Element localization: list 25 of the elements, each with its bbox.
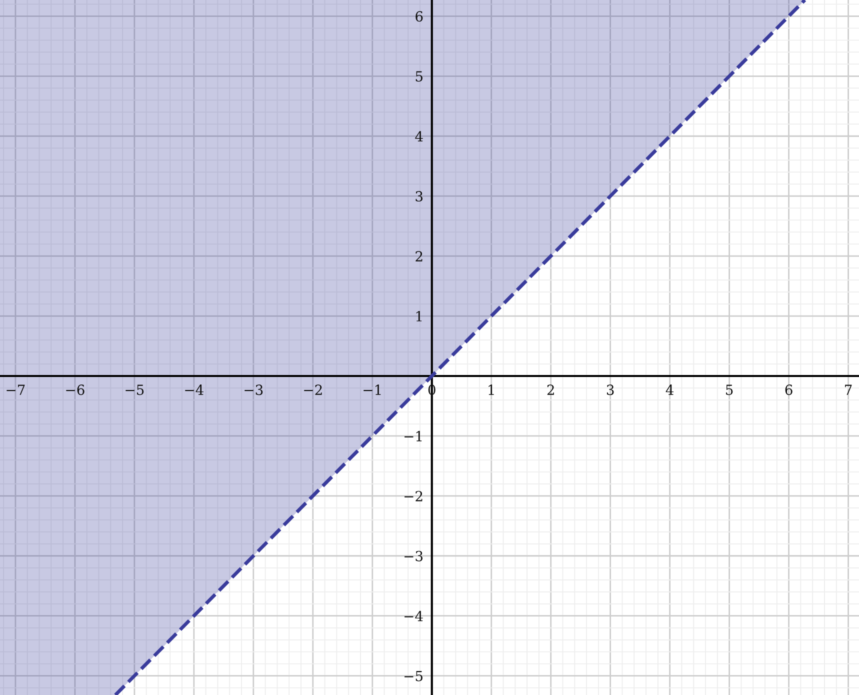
x-tick-label: 6 <box>785 384 792 396</box>
y-tick-label: 2 <box>416 251 422 262</box>
x-tick-label: −3 <box>244 384 263 396</box>
y-tick-label: −1 <box>404 430 422 442</box>
x-tick-label: 2 <box>547 384 554 395</box>
y-tick-label: 5 <box>416 71 422 82</box>
x-tick-label: −6 <box>66 384 84 396</box>
y-tick-label: 6 <box>416 11 423 22</box>
x-tick-label: −5 <box>126 384 144 396</box>
x-tick-label: 5 <box>726 384 733 396</box>
x-tick-label: 4 <box>666 384 674 395</box>
x-tick-label: −4 <box>185 384 204 395</box>
y-tick-label: 1 <box>416 310 422 322</box>
x-tick-label: 7 <box>845 384 852 395</box>
y-tick-label: −3 <box>404 550 423 562</box>
y-tick-label: −5 <box>404 670 422 682</box>
x-tick-label: −2 <box>304 384 322 395</box>
x-tick-label: −7 <box>6 384 25 395</box>
y-tick-label: −2 <box>404 490 422 502</box>
y-tick-label: 3 <box>416 191 423 202</box>
x-tick-label: 3 <box>606 384 614 396</box>
x-tick-label: 1 <box>488 384 494 395</box>
y-tick-label: 4 <box>415 131 423 142</box>
x-tick-label: −1 <box>364 384 381 395</box>
y-tick-label: −4 <box>404 610 423 622</box>
